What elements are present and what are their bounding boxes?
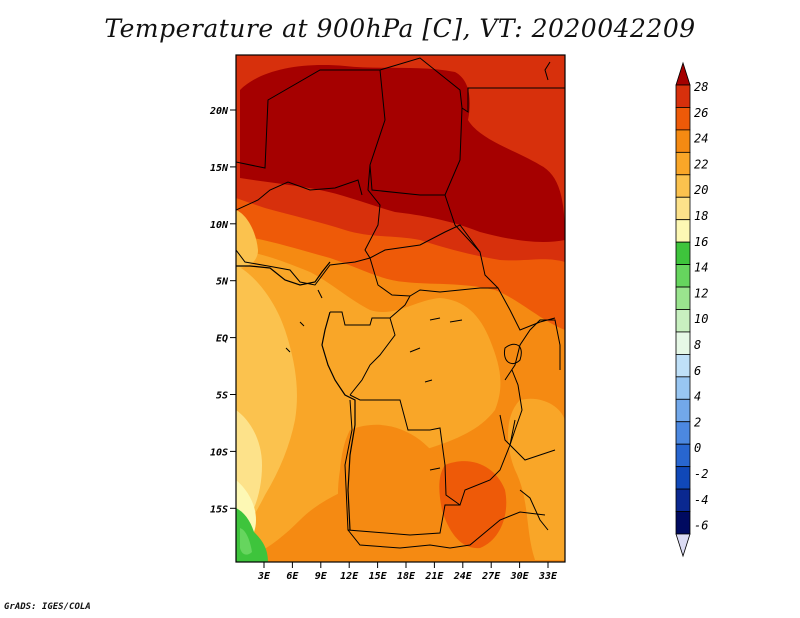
colorbar-segment bbox=[675, 376, 691, 400]
lat-label: 20N bbox=[209, 106, 229, 117]
colorbar-label: 10 bbox=[694, 312, 708, 326]
colorbar-label: 18 bbox=[694, 209, 708, 223]
colorbar-segment bbox=[675, 286, 691, 310]
colorbar-label: 16 bbox=[694, 235, 708, 249]
map-frame bbox=[235, 54, 566, 563]
colorbar-segment bbox=[675, 151, 691, 176]
colorbar-segment bbox=[675, 443, 691, 468]
lat-label: EQ bbox=[216, 334, 228, 345]
colorbar-segment bbox=[675, 84, 691, 108]
temperature-map: 20N 15N 10N 5N EQ 5S 10S 15S 3E 6E 9E 12E 15E 18E 21E… bbox=[209, 54, 708, 582]
colorbar-segment bbox=[675, 511, 691, 535]
colorbar-label: -6 bbox=[694, 519, 708, 533]
colorbar-segment bbox=[675, 331, 691, 355]
credit-label: GrADS: IGES/COLA bbox=[4, 602, 91, 612]
colorbar-segment bbox=[675, 309, 691, 333]
colorbar-label: 20 bbox=[694, 183, 708, 197]
chart-title: Temperature at 900hPa [C], VT: 202004220… bbox=[104, 14, 696, 43]
colorbar-label: 0 bbox=[694, 441, 701, 455]
lat-label: 5N bbox=[216, 277, 229, 288]
colorbar-segment bbox=[675, 264, 691, 288]
lat-label: 15N bbox=[210, 163, 229, 174]
colorbar-label: -2 bbox=[694, 467, 708, 481]
lon-label: 18E bbox=[397, 571, 416, 582]
colorbar-segment bbox=[675, 129, 691, 153]
longitude-axis: 3E 6E 9E 12E 15E 18E 21E 24E 27E 30E 33E bbox=[257, 562, 558, 582]
colorbar-segment bbox=[675, 466, 691, 490]
colorbar-label: 2 bbox=[694, 415, 701, 429]
colorbar-label: 24 bbox=[694, 132, 708, 146]
lat-label: 10S bbox=[210, 447, 228, 458]
lon-label: 24E bbox=[453, 571, 473, 582]
colorbar-label: 6 bbox=[694, 364, 701, 378]
colorbar-segment bbox=[675, 421, 691, 445]
colorbar-segment bbox=[675, 174, 691, 198]
colorbar-segment bbox=[675, 219, 691, 243]
lon-label: 3E bbox=[257, 571, 271, 582]
lon-label: 27E bbox=[481, 571, 501, 582]
lat-label: 15S bbox=[210, 504, 228, 515]
lon-label: 9E bbox=[315, 571, 328, 582]
lon-label: 30E bbox=[510, 571, 530, 582]
colorbar-label: 22 bbox=[694, 157, 708, 171]
lon-label: 12E bbox=[340, 571, 359, 582]
colorbar-label: 8 bbox=[694, 338, 701, 352]
lon-label: 6E bbox=[286, 571, 299, 582]
lon-label: 33E bbox=[538, 571, 558, 582]
colorbar-top-arrow bbox=[675, 61, 691, 86]
colorbar-label: 26 bbox=[694, 106, 708, 120]
borders bbox=[236, 57, 565, 549]
colorbar-label: 14 bbox=[694, 261, 708, 275]
colorbar-segment bbox=[675, 353, 691, 378]
colorbar-label: 28 bbox=[694, 80, 708, 94]
colorbar-label: -4 bbox=[694, 493, 708, 507]
colorbar-segment bbox=[675, 398, 691, 423]
lon-label: 21E bbox=[424, 571, 444, 582]
lat-label: 10N bbox=[210, 220, 229, 231]
colorbar-segment bbox=[675, 488, 691, 512]
colorbar-segment bbox=[675, 241, 691, 265]
latitude-axis: 20N 15N 10N 5N EQ 5S 10S 15S bbox=[209, 106, 236, 515]
lon-label: 15E bbox=[369, 571, 388, 582]
colorbar-bottom-arrow bbox=[675, 533, 691, 558]
colorbar-label: 12 bbox=[694, 286, 708, 300]
lat-label: 5S bbox=[216, 391, 228, 402]
colorbar-segment bbox=[675, 107, 691, 131]
colorbar-segment bbox=[675, 196, 691, 221]
colorbar-label: 4 bbox=[694, 390, 701, 404]
